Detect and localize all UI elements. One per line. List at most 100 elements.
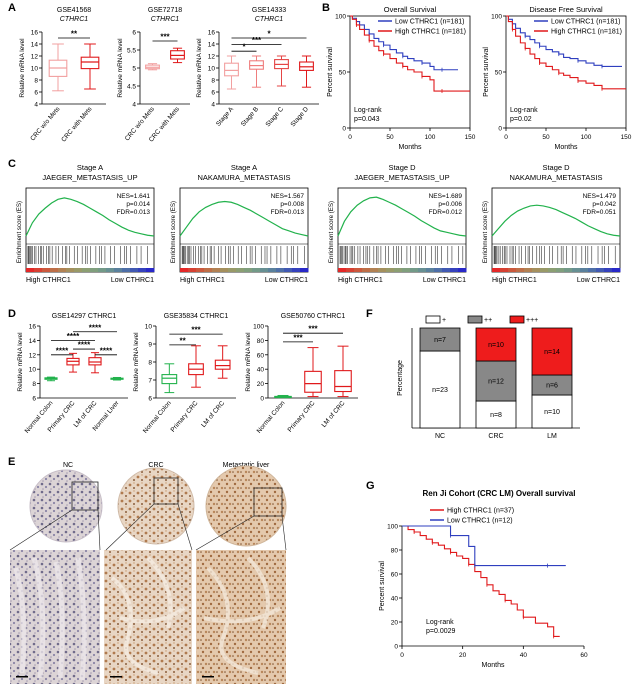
gsea-rank-segment	[612, 268, 621, 272]
y-tick-label: 20	[257, 381, 265, 388]
gsea-rank-segment	[580, 268, 589, 272]
legend-label: High CTHRC1 (n=37)	[447, 508, 514, 515]
gsea-set-title: JAEGER_METASTASIS_UP	[354, 173, 449, 182]
gsea-rank-segment	[508, 268, 517, 272]
y-tick-label: 8	[148, 360, 152, 367]
chart-title: GSE41568	[57, 7, 91, 14]
crc-zoom-image	[104, 550, 192, 684]
y-tick-label: 10	[29, 367, 37, 374]
gsea-rank-segment	[450, 268, 459, 272]
panel-letter-b: B	[322, 2, 330, 14]
gsea-es-curve	[337, 196, 467, 237]
y-axis-label: Relative mRNA level	[19, 38, 26, 98]
chart-subtitle: CTHRC1	[151, 16, 179, 23]
chart-subtitle: CTHRC1	[60, 16, 88, 23]
e-col-label-2: CRC	[148, 462, 163, 469]
x-tick-label: LM of CRC	[321, 400, 347, 429]
gsea-rank-segment	[492, 268, 501, 272]
gsea-stage-title: Stage D	[542, 163, 570, 172]
gsea-stat: NES=1.641	[117, 193, 151, 200]
bar-segment	[531, 394, 573, 429]
x-tick-label: CRC w/o Mets	[29, 105, 62, 142]
gsea-rank-segment	[114, 268, 123, 272]
y-tick-label: 10	[31, 66, 39, 73]
x-tick-label: 100	[425, 134, 436, 141]
x-tick-label: Stage C	[265, 106, 286, 129]
gsea-stat: NES=1.479	[583, 193, 617, 200]
bar-count-label: n=8	[490, 412, 502, 419]
sig-label: **	[180, 336, 187, 345]
gsea-set-title: NAKAMURA_METASTASIS	[509, 173, 602, 182]
y-tick-label: 12	[208, 54, 216, 61]
bar-count-label: n=10	[544, 409, 560, 416]
gsea-stage-title: Stage A	[77, 163, 103, 172]
chart-a-gse72718: GSE72718 CTHRC1 4 4.5 5 5.5 6 Relative mRNA lev…	[117, 7, 190, 143]
gsea-stat: p=0.042	[592, 201, 616, 208]
y-tick-label: 14	[31, 42, 39, 49]
gsea-rank-segment	[260, 268, 269, 272]
gsea-rank-segment	[292, 268, 301, 272]
gsea-rank-segment	[204, 268, 213, 272]
legend-label: High CTHRC1 (n=181)	[395, 29, 466, 36]
gsea-rank-segment	[196, 268, 205, 272]
gsea-rank-segment	[418, 268, 427, 272]
y-tick-label: 100	[491, 14, 502, 21]
y-tick-label: 0	[498, 126, 502, 133]
bar-segment	[531, 327, 573, 376]
gsea-rank-segment	[228, 268, 237, 272]
y-tick-label: 6	[132, 30, 136, 37]
gsea-stat: p=0.006	[438, 201, 462, 208]
stat-pvalue: p=0.0029	[426, 628, 455, 635]
chart-title: GSE72718	[148, 7, 182, 14]
chart-b-overall-survival: Overall Survival 0 50 100 0 50 100 150 Months Per…	[327, 5, 476, 151]
legend-swatch	[425, 315, 441, 324]
gsea-stage-title: Stage D	[388, 163, 416, 172]
gsea-x-low: Low CTHRC1	[577, 277, 620, 284]
stat-test: Log-rank	[354, 107, 382, 114]
gsea-rank-segment	[220, 268, 229, 272]
gsea-rank-segment	[284, 268, 293, 272]
gsea-stat: FDR=0.012	[429, 209, 463, 216]
x-axis-label: Months	[555, 144, 578, 151]
box	[214, 359, 231, 370]
gsea-x-high: High CTHRC1	[180, 277, 225, 284]
y-tick-label: 16	[31, 30, 39, 37]
y-tick-label: 12	[29, 352, 37, 359]
y-tick-label: 14	[208, 42, 216, 49]
gsea-set-title: JAEGER_METASTASIS_UP	[42, 173, 137, 182]
gsea-rank-segment	[252, 268, 261, 272]
x-tick-label: 60	[580, 652, 588, 659]
gsea-rank-segment	[74, 268, 83, 272]
y-axis-label: Relative mRNA level	[133, 332, 140, 392]
x-tick-label: 150	[621, 134, 632, 141]
gsea-rank-segment	[362, 268, 371, 272]
y-axis-label: Relative mRNA level	[117, 38, 124, 98]
gsea-rank-segment	[410, 268, 419, 272]
gsea-stat: FDR=0.013	[117, 209, 151, 216]
stat-pvalue: p=0.02	[510, 116, 532, 123]
y-tick-label: 50	[339, 70, 347, 77]
sig-label: *	[242, 43, 246, 52]
gsea-x-high: High CTHRC1	[492, 277, 537, 284]
gsea-stat: p=0.014	[126, 201, 150, 208]
y-tick-label: 4	[211, 102, 215, 109]
gsea-rank-segment	[394, 268, 403, 272]
x-tick-label: 50	[386, 134, 394, 141]
legend-label: +	[442, 317, 446, 324]
bar-count-label: n=6	[546, 383, 558, 390]
y-tick-label: 5.5	[127, 48, 136, 55]
chart-title: GSE50760 CTHRC1	[281, 313, 346, 320]
box	[334, 370, 352, 393]
sig-label: ****	[78, 341, 91, 350]
sig-label: ****	[100, 346, 113, 355]
y-tick-label: 8	[211, 78, 215, 85]
gsea-rank-segment	[532, 268, 541, 272]
y-tick-label: 8	[32, 381, 36, 388]
x-tick-label: 20	[459, 652, 467, 659]
gsea-rank-segment	[426, 268, 435, 272]
e-col-label-3: Metastatic liver	[223, 462, 270, 469]
y-tick-label: 6	[148, 396, 152, 403]
gsea-rank-segment	[180, 268, 189, 272]
